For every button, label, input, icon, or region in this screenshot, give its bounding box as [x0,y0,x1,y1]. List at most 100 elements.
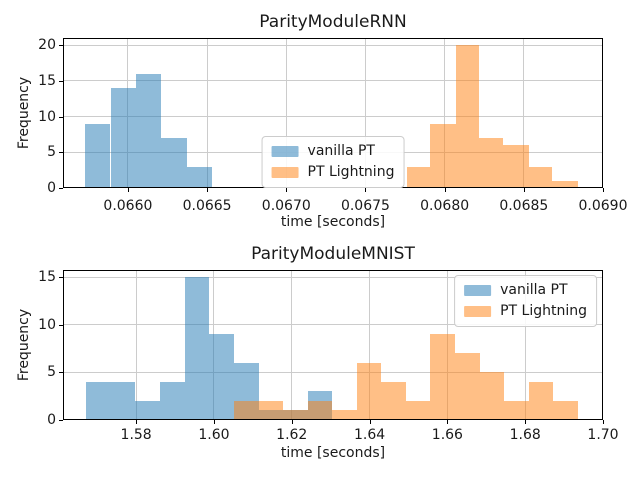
y-tick-label: 15 [38,72,56,89]
legend-item: vanilla PT [464,282,587,299]
gridline-horizontal [63,80,603,82]
legend: vanilla PT PT Lightning [261,136,405,188]
histogram-bar-pt-lightning [258,400,283,420]
gridline-vertical [524,270,526,420]
histogram-bar-vanilla-pt [186,166,212,188]
chart-title-rnn: ParityModuleRNN [259,12,407,32]
chart-title-mnist: ParityModuleMNIST [251,244,415,264]
x-tick-mark [603,188,604,192]
legend: vanilla PT PT Lightning [454,275,597,327]
legend-label: PT Lightning [307,164,395,180]
legend-item: vanilla PT [271,143,395,160]
y-tick-label: 0 [47,180,56,196]
gridline-vertical [523,38,525,188]
x-tick-mark [207,188,209,192]
legend-swatch-pt-lightning [464,306,492,317]
histogram-bar-vanilla-pt [86,381,111,420]
histogram-bar-pt-lightning [381,381,406,420]
histogram-bar-pt-lightning [332,410,357,420]
histogram-bar-pt-lightning [479,138,504,188]
gridline-vertical [602,270,603,420]
histogram-bar-pt-lightning [430,334,456,420]
histogram-bar-pt-lightning [233,400,259,420]
histogram-bar-pt-lightning [282,410,308,420]
y-tick-mark [59,277,63,279]
y-tick-label: 20 [38,37,56,54]
legend-swatch-vanilla-pt [271,146,299,157]
gridline-vertical [206,38,208,188]
x-tick-mark [213,420,215,424]
y-tick-label: 5 [47,364,56,381]
x-tick-mark [369,420,371,424]
gridline-horizontal [63,116,603,118]
gridline-vertical [602,38,603,188]
x-tick-label: 1.60 [198,427,230,443]
y-tick-mark [59,372,63,374]
legend-label: vanilla PT [500,282,568,298]
histogram-bar-pt-lightning [455,45,480,188]
y-tick-label: 5 [47,144,56,161]
y-tick-mark [59,116,63,118]
gridline-horizontal [63,324,603,326]
y-tick-label: 10 [38,108,56,125]
gridline-horizontal [63,276,603,278]
x-tick-label: 0.0660 [103,198,153,214]
gridline-vertical [369,270,371,420]
x-tick-label: 1.70 [587,427,619,443]
legend-label: PT Lightning [500,303,587,319]
legend-swatch-pt-lightning [271,167,299,178]
x-axis-label-mnist: time [seconds] [280,445,386,461]
y-tick-mark [59,420,63,421]
histogram-bar-vanilla-pt [135,73,162,188]
x-tick-label: 0.0675 [340,198,390,214]
gridline-vertical [285,38,287,188]
histogram-bar-pt-lightning [553,400,578,420]
x-tick-mark [525,420,527,424]
x-tick-label: 1.66 [431,427,463,443]
x-tick-mark [447,420,449,424]
x-tick-label: 0.0670 [261,198,311,214]
x-tick-mark [291,420,293,424]
y-tick-label: 15 [38,269,56,286]
y-tick-label: 0 [47,412,56,428]
histogram-bar-vanilla-pt [161,138,187,188]
gridline-vertical [135,270,137,420]
y-tick-mark [59,152,63,154]
histogram-bar-vanilla-pt [160,381,185,420]
legend-item: PT Lightning [271,164,395,181]
histogram-bar-pt-lightning [405,400,431,420]
y-tick-label: 10 [38,316,56,333]
x-tick-mark [444,188,446,192]
x-tick-mark [523,188,525,192]
histogram-bar-pt-lightning [479,372,505,420]
x-tick-mark [603,420,604,424]
x-tick-label: 1.68 [509,427,541,443]
y-tick-mark [59,188,63,189]
histogram-bar-pt-lightning [552,180,578,188]
x-axis-label-rnn: time [seconds] [280,214,386,230]
x-tick-mark [286,188,288,192]
legend-item: PT Lightning [464,303,587,320]
x-tick-mark [365,188,367,192]
histogram-bar-pt-lightning [503,145,529,188]
histogram-bar-pt-lightning [430,123,456,188]
x-tick-label: 1.58 [120,427,152,443]
histogram-bar-vanilla-pt [110,381,136,420]
x-tick-label: 0.0690 [578,198,628,214]
histogram-bar-pt-lightning [356,362,382,420]
x-tick-label: 0.0680 [420,198,470,214]
y-tick-mark [59,45,63,47]
histogram-bar-vanilla-pt [85,123,111,188]
histogram-bar-vanilla-pt [209,334,234,420]
gridline-vertical [364,38,366,188]
x-tick-mark [127,188,129,192]
legend-label: vanilla PT [307,143,375,159]
y-tick-mark [59,80,63,82]
histogram-bar-vanilla-pt [184,277,210,420]
histogram-bar-pt-lightning [406,166,431,188]
x-tick-label: 0.0665 [182,198,232,214]
histogram-bar-vanilla-pt [110,88,136,188]
gridline-vertical [291,270,293,420]
y-tick-mark [59,324,63,326]
